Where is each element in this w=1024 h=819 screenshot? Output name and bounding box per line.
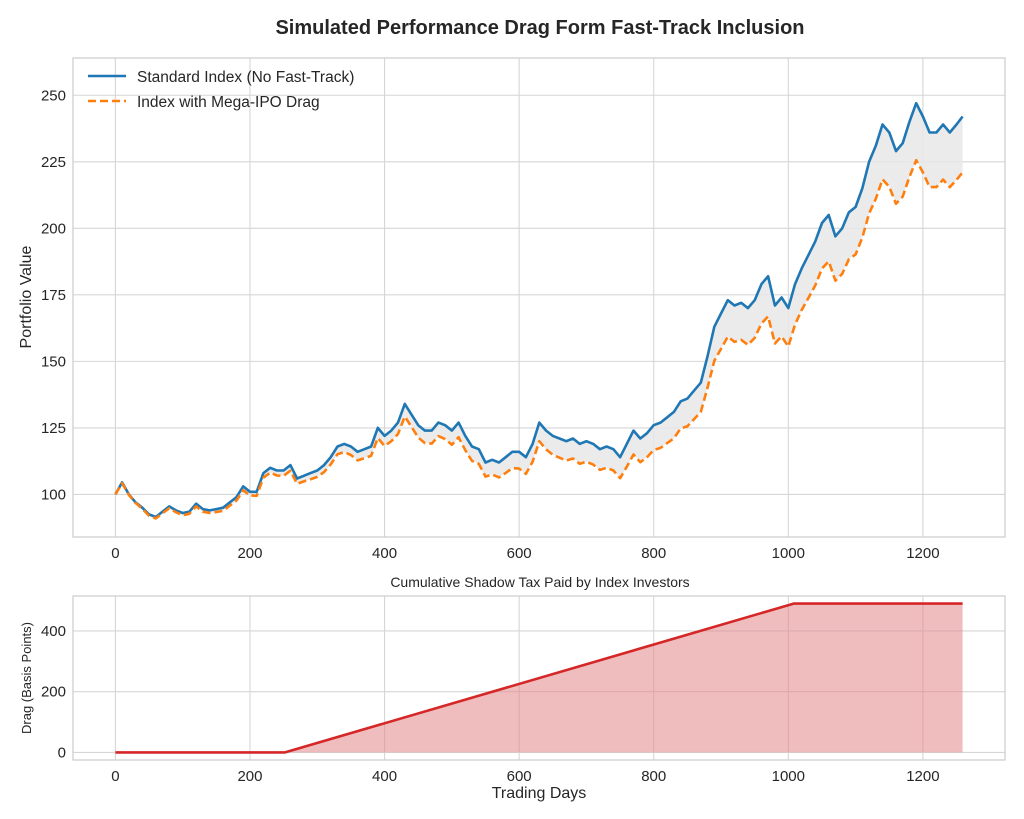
top-x-tick-label: 1000 <box>772 545 805 562</box>
x-axis-label: Trading Days <box>492 785 587 802</box>
top-grid <box>73 58 1005 537</box>
top-x-tick-label: 1200 <box>906 545 939 562</box>
top-y-tick-labels: 100 125 150 175 200 225 250 <box>41 87 66 503</box>
top-x-tick-label: 200 <box>237 545 262 562</box>
bottom-x-tick-label: 800 <box>641 768 666 785</box>
top-y-tick-label: 200 <box>41 220 66 237</box>
top-y-tick-label: 100 <box>41 486 66 503</box>
series-line-mega-ipo-drag <box>114 158 964 520</box>
top-y-tick-label: 250 <box>41 87 66 104</box>
top-y-tick-label: 175 <box>41 287 66 304</box>
bottom-y-tick-label: 0 <box>58 744 66 761</box>
top-axes: 0 200 400 600 800 1000 1200 100 125 150 175 200 225… <box>18 57 1006 562</box>
bottom-y-tick-label: 200 <box>41 684 66 701</box>
shaded-gap-area <box>115 103 963 519</box>
top-x-tick-label: 800 <box>641 545 666 562</box>
top-x-tick-labels: 0 200 400 600 800 1000 1200 <box>111 545 939 562</box>
top-x-tick-label: 400 <box>372 545 397 562</box>
series-line-standard-index <box>114 101 964 519</box>
legend-label-standard-index: Standard Index (No Fast-Track) <box>137 69 354 86</box>
top-y-tick-label: 150 <box>41 353 66 370</box>
bottom-x-tick-label: 200 <box>237 768 262 785</box>
bottom-y-tick-label: 400 <box>41 623 66 640</box>
legend: Standard Index (No Fast-Track) Index wit… <box>88 69 354 111</box>
top-plot-area <box>73 58 1005 537</box>
bottom-y-axis-label: Drag (Basis Points) <box>19 622 34 734</box>
bottom-x-tick-label: 1000 <box>772 768 805 785</box>
drag-area-fill <box>115 603 963 753</box>
top-y-tick-label: 225 <box>41 154 66 171</box>
bottom-axes: 0 200 400 600 800 1000 1200 0 200 400 Drag (Basi… <box>19 595 1006 802</box>
bottom-x-tick-label: 1200 <box>906 768 939 785</box>
top-y-tick-label: 125 <box>41 420 66 437</box>
top-x-tick-label: 600 <box>507 545 532 562</box>
legend-label-mega-ipo-drag: Index with Mega-IPO Drag <box>137 94 320 111</box>
top-x-tick-label: 0 <box>111 545 119 562</box>
figure-title: Simulated Performance Drag Form Fast-Tra… <box>275 17 804 39</box>
top-axes-frame <box>72 57 1006 538</box>
bottom-x-tick-labels: 0 200 400 600 800 1000 1200 <box>111 768 939 785</box>
bottom-x-tick-label: 0 <box>111 768 119 785</box>
drag-line <box>115 602 963 754</box>
bottom-chart-title: Cumulative Shadow Tax Paid by Index Inve… <box>390 574 689 590</box>
top-y-axis-label: Portfolio Value <box>18 245 35 348</box>
bottom-x-tick-label: 600 <box>507 768 532 785</box>
bottom-x-tick-label: 400 <box>372 768 397 785</box>
bottom-y-tick-labels: 0 200 400 <box>41 623 66 761</box>
bottom-axes-frame <box>72 595 1006 761</box>
